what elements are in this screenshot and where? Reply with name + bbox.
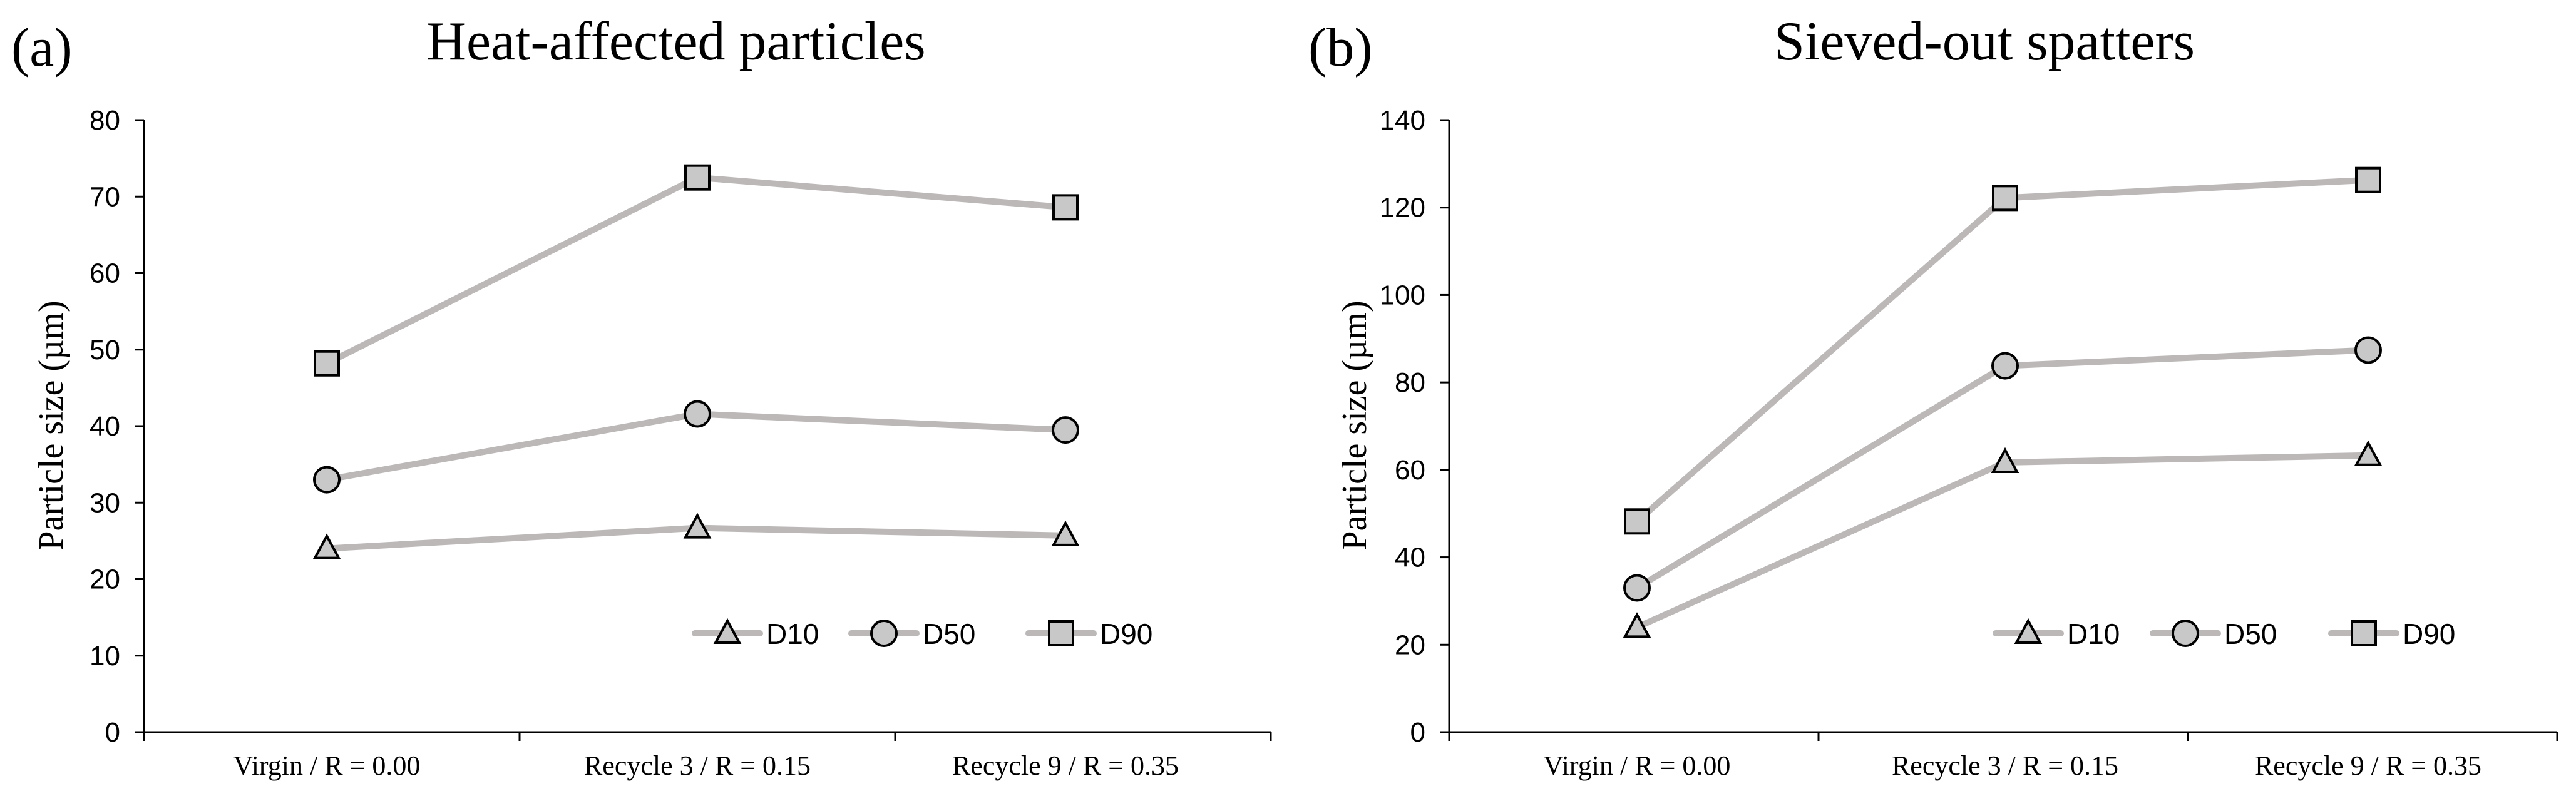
data-point-d10 [2354,440,2383,466]
chart-title: Heat-affected particles [426,11,925,72]
legend-label-d90: D90 [2403,618,2455,650]
panel-label: (a) [11,18,73,78]
y-axis-label: Particle size (µm) [32,300,71,550]
data-point-d10 [312,533,341,559]
legend-label-d50: D50 [2224,618,2277,650]
series-line-d10 [1634,452,2371,631]
legend-marker-d50 [870,620,898,647]
data-point-d50 [1052,416,1079,444]
data-point-d50 [1623,574,1651,602]
legend-label-d10: D10 [766,618,819,650]
y-tick-label: 120 [1380,193,1425,223]
y-tick-label: 20 [1395,630,1425,660]
legend-label-d90: D90 [1100,618,1152,650]
data-point-d10 [1051,520,1080,546]
y-axis-label: Particle size (µm) [1335,300,1374,550]
data-point-d50 [2354,336,2382,364]
y-tick-label: 0 [105,717,120,748]
chart-title: Sieved-out spatters [1774,11,2195,72]
data-point-d50 [684,400,711,428]
series-line-d90 [324,174,1069,367]
y-tick-label: 60 [1395,455,1425,486]
y-tick-label: 40 [1395,543,1425,573]
panel-label: (b) [1308,18,1373,78]
x-tick-label: Virgin / R = 0.00 [1544,750,1731,781]
data-point-d10 [1991,447,2019,473]
chart-b: (b) Sieved-out spatters Particle size (µm)… [1308,11,2558,781]
y-tick-label: 50 [90,335,120,365]
y-tick-label: 100 [1380,280,1425,310]
data-point-d90 [1992,185,2018,212]
data-point-d90 [2355,166,2381,193]
y-tick-label: 20 [90,564,120,595]
x-tick-label: Recycle 9 / R = 0.35 [952,750,1179,781]
legend: D10 D50 D90 [1993,618,2455,650]
data-point-d50 [313,466,341,494]
legend-marker-d50 [2172,620,2199,647]
y-tick-label: 30 [90,487,120,518]
legend: D10 D50 D90 [692,618,1152,650]
legend-label-d50: D50 [923,618,975,650]
data-point-d90 [1052,194,1079,221]
y-tick-label: 140 [1380,105,1425,136]
x-tick-label: Virgin / R = 0.00 [233,750,421,781]
data-point-d90 [1624,508,1650,535]
x-tick-label: Recycle 3 / R = 0.15 [584,750,811,781]
legend-marker-d10 [2014,618,2043,644]
data-point-d10 [683,513,712,539]
y-tick-label: 80 [90,105,120,136]
y-tick-label: 0 [1410,717,1425,748]
y-tick-label: 10 [90,641,120,671]
y-tick-label: 70 [90,181,120,212]
x-tick-label: Recycle 3 / R = 0.15 [1892,750,2118,781]
y-tick-label: 40 [90,411,120,442]
data-point-d50 [1991,352,2019,380]
legend-label-d10: D10 [2067,618,2120,650]
data-point-d90 [684,164,711,191]
y-tick-label: 80 [1395,367,1425,398]
x-tick-label: Recycle 9 / R = 0.35 [2255,750,2481,781]
legend-marker-d10 [713,618,742,644]
legend-marker-d90 [1048,620,1074,646]
legend-marker-d90 [2351,620,2377,646]
data-point-d90 [314,350,340,377]
data-point-d10 [1623,612,1651,638]
y-tick-label: 60 [90,258,120,289]
chart-a: (a) Heat-affected particles Particle size … [11,11,1272,781]
